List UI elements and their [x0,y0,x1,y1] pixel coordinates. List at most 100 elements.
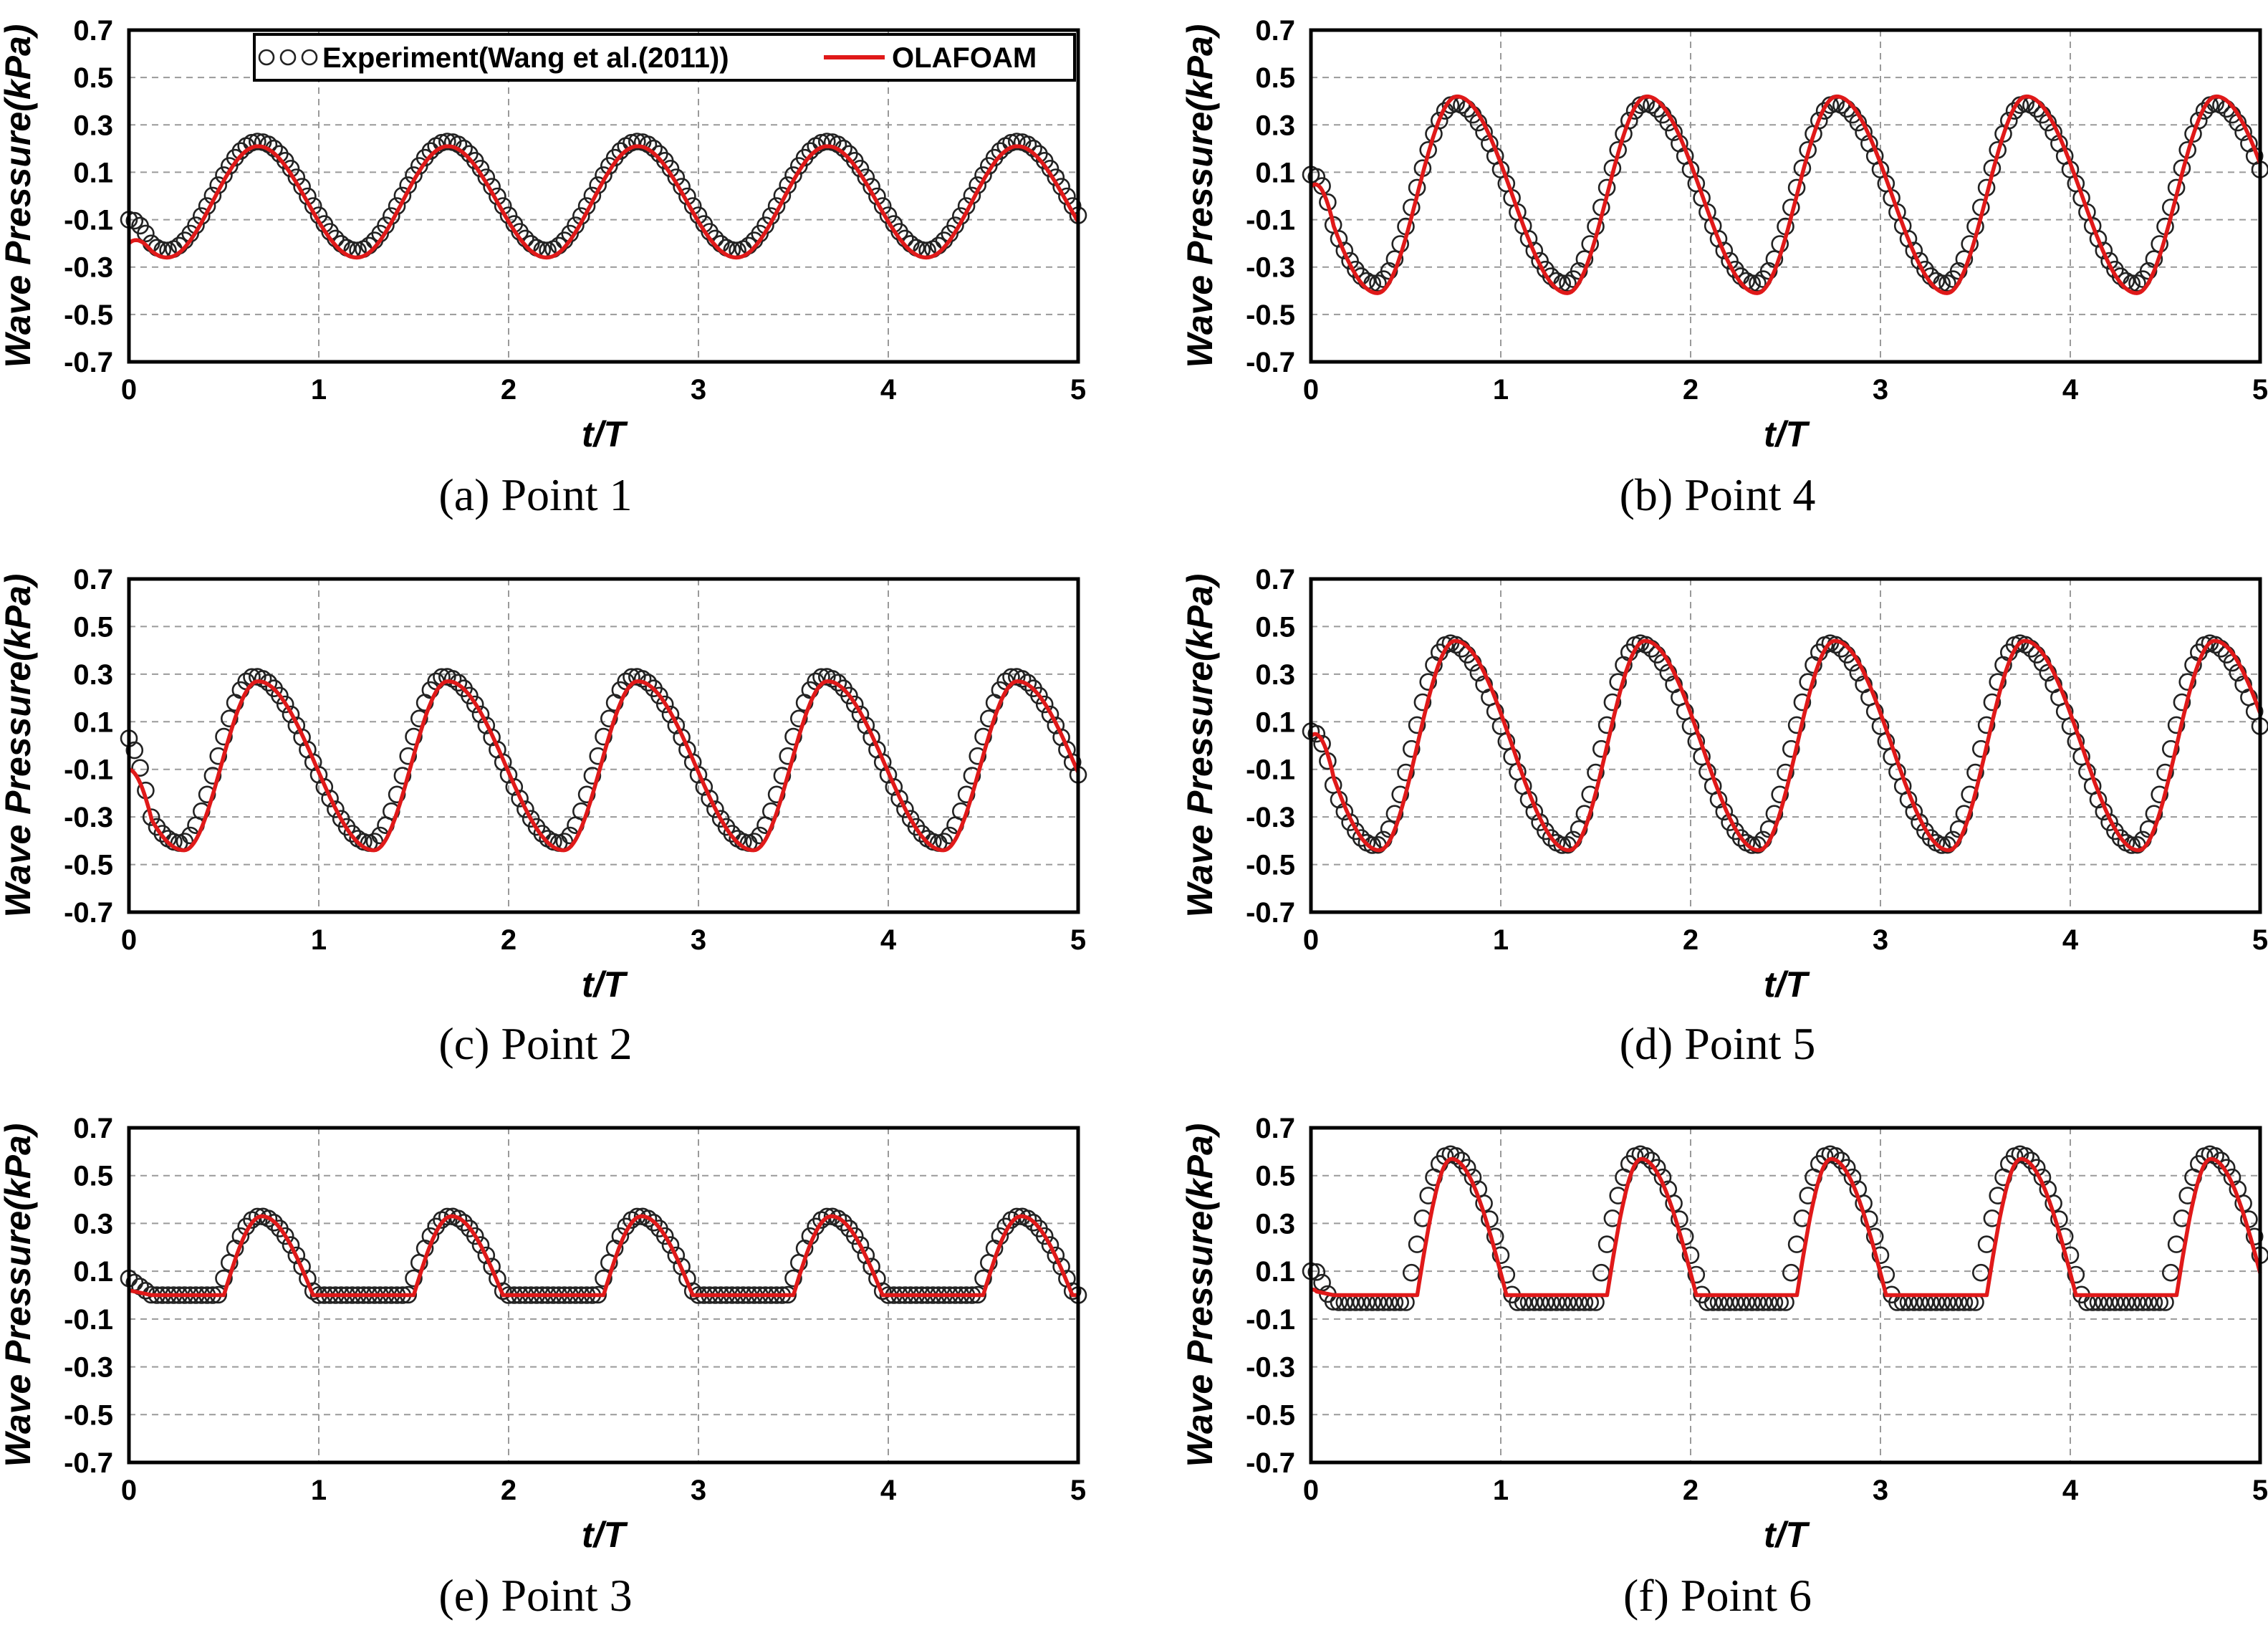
y-tick-label: 0.5 [1255,1161,1295,1192]
experiment-point [1905,241,1923,260]
experiment-point [1019,1210,1037,1227]
experiment-point [767,785,786,804]
experiment-point [2000,112,2018,130]
experiment-point [2156,763,2174,782]
experiment-point [1782,739,1800,758]
experiment-point [1799,673,1817,691]
experiment-point [2162,1263,2180,1282]
experiment-point [1013,670,1032,688]
experiment-point [980,709,998,728]
experiment-point [1575,805,1594,823]
legend-experiment-marker [279,49,297,66]
experiment-point [2190,112,2208,130]
experiment-point [471,705,490,724]
y-tick-label: 0.3 [73,659,113,691]
experiment-point [142,808,160,826]
experiment-point [511,790,529,808]
experiment-point [1603,693,1622,712]
experiment-point [321,790,339,808]
y-tick-label: -0.3 [64,1352,113,1384]
x-tick-label: 5 [2252,1475,2268,1506]
experiment-point [1035,695,1054,714]
x-axis-title: t/T [582,964,629,1005]
y-tick-label: -0.5 [64,850,113,881]
x-axis-title: t/T [1764,964,1811,1005]
experiment-point [1330,229,1348,248]
y-tick-label: 0.3 [1255,1208,1295,1240]
experiment-point [516,800,534,818]
experiment-point [851,705,870,724]
grid [129,579,1078,912]
experiment-point [449,1210,468,1227]
experiment-point [131,759,149,777]
series-olafoam-line [1310,638,2262,853]
x-tick-label: 1 [311,924,327,956]
y-tick-label: 0.3 [1255,110,1295,141]
experiment-point [455,1214,473,1232]
y-tick-label: -0.5 [1246,1399,1295,1431]
experiment-point [1363,836,1381,854]
experiment-point [661,1236,680,1254]
experiment-point [595,727,612,746]
experiment-point [2178,673,2196,691]
x-tick-label: 2 [501,374,516,406]
panel-caption: (d) Point 5 [1620,1018,1816,1069]
experiment-point [1592,1263,1610,1282]
experiment-point [466,695,484,714]
x-tick-label: 3 [691,1475,706,1506]
legend-olafoam-label: OLAFOAM [892,42,1037,74]
chart-panel-1: 0 1 2 3 4 5 0.7 0.5 0.3 0.1 -0.1 -0.3 -0.5 -0.7 t/T Wav… [0,15,1087,520]
experiment-point [683,1282,702,1300]
x-tick-label: 4 [880,374,897,406]
x-tick-label: 1 [1493,374,1509,406]
experiment-point [287,1246,306,1265]
experiment-point [1977,716,1996,734]
experiment-point [203,767,222,785]
experiment-point [628,133,646,150]
experiment-point [2123,836,2140,854]
experiment-point [1385,805,1404,823]
experiment-point [276,1227,294,1245]
experiment-point [1609,673,1627,691]
experiment-point [1787,1235,1806,1253]
experiment-point [1597,1235,1616,1253]
y-tick-label: -0.3 [64,802,113,833]
series-olafoam-line [1310,1156,2262,1298]
plot-frame [1309,577,2262,914]
experiment-point [835,1214,852,1232]
experiment-point [1041,1236,1059,1254]
y-tick-label: 0.7 [73,15,113,47]
plot-frame [127,28,1080,364]
experiment-point [1391,785,1409,804]
experiment-point [600,709,618,728]
x-tick-label: 5 [2252,924,2268,956]
experiment-point [1871,1246,1890,1265]
x-tick-label: 2 [501,1475,516,1506]
experiment-point [1777,763,1794,782]
y-tick-label: -0.7 [1246,897,1295,929]
y-tick-label: 0.7 [73,564,113,595]
y-tick-label: -0.3 [1246,252,1295,284]
experiment-point [957,785,976,804]
y-tick-label: 0.3 [1255,659,1295,691]
y-tick-label: 0.5 [73,611,113,643]
experiment-point [1587,763,1605,782]
y-tick-label: -0.1 [1246,205,1295,236]
experiment-point [1035,1227,1054,1245]
experiment-point [1431,112,1448,130]
y-tick-label: -0.3 [1246,802,1295,833]
experiment-point [399,747,418,765]
x-tick-label: 3 [1873,924,1888,956]
experiment-point [494,1282,512,1300]
experiment-point [1765,805,1784,823]
y-tick-label: -0.3 [64,252,113,284]
x-tick-label: 3 [691,924,706,956]
y-tick-label: -0.3 [1246,1352,1295,1384]
y-tick-label: 0.1 [73,157,113,188]
x-tick-label: 4 [2062,374,2079,406]
experiment-point [633,670,652,688]
experiment-point [1313,734,1331,753]
experiment-point [1865,1227,1884,1246]
experiment-point [1313,1273,1331,1292]
